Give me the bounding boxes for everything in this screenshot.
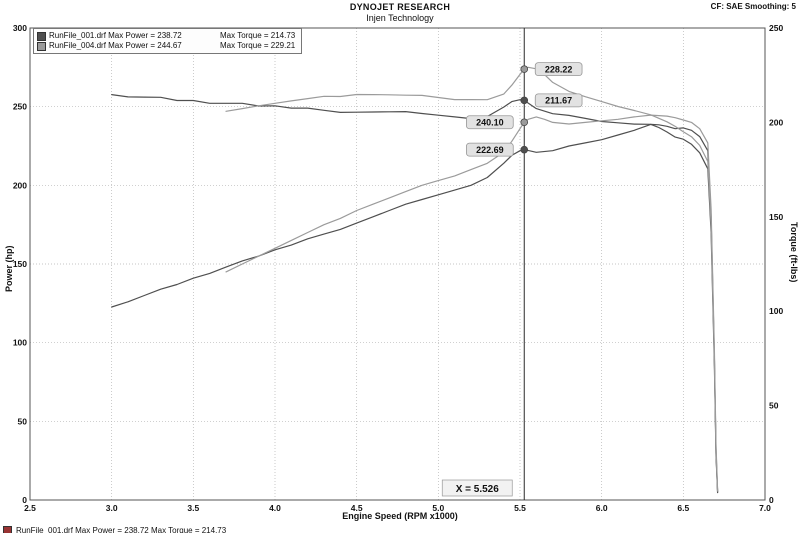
torque-axis-title: Torque (ft-lbs)	[789, 222, 799, 283]
plot-frame	[29, 27, 766, 501]
bottom-legend-row: RunFile_001.drf Max Power = 238.72 Max T…	[3, 526, 226, 533]
marker-dot[interactable]	[520, 145, 529, 154]
x-tick-label: 7.0	[759, 503, 771, 513]
x-tick-label: 4.0	[269, 503, 281, 513]
torque-tick-label: 100	[769, 306, 783, 316]
marker-value-label: 228.22	[545, 64, 573, 74]
marker-value-label: 211.67	[545, 96, 572, 106]
power-tick-label: 50	[18, 416, 28, 426]
x-tick-label: 5.0	[432, 503, 444, 513]
legend-run-max-torque: Max Torque = 229.21	[220, 41, 296, 50]
torque-tick-label: 50	[769, 401, 779, 411]
power-tick-label: 200	[13, 180, 27, 190]
torque-tick-label: 150	[769, 212, 783, 222]
legend-run-max-power: RunFile_001.drf Max Power = 238.72	[49, 31, 182, 40]
power-tick-label: 0	[22, 495, 27, 505]
torque-tick-label: 0	[769, 495, 774, 505]
chart-subtitle: Injen Technology	[366, 13, 434, 23]
legend-row: RunFile_004.drf Max Power = 244.67 Max To…	[37, 41, 295, 51]
legend-row: RunFile_001.drf Max Power = 238.72 Max To…	[37, 31, 295, 41]
marker-dot[interactable]	[520, 65, 529, 73]
marker-value-box	[466, 115, 514, 130]
marker-dot[interactable]	[520, 118, 529, 127]
legend-swatch	[37, 41, 46, 51]
power-tick-label: 300	[13, 23, 27, 33]
cursor-x-label: X = 5.526	[456, 484, 500, 495]
x-tick-label: 3.5	[187, 503, 199, 513]
power-tick-label: 150	[13, 259, 27, 269]
power-tick-label: 100	[13, 338, 27, 348]
power-axis-title: Power (hp)	[4, 245, 14, 293]
correction-smoothing-label: CF: SAE Smoothing: 5	[710, 2, 796, 11]
legend-swatch	[37, 31, 46, 41]
marker-value-label: 240.10	[476, 117, 504, 127]
x-axis-title: Engine Speed (RPM x1000)	[342, 511, 458, 521]
legend-run-max-torque: Max Torque = 214.73	[220, 31, 296, 40]
x-tick-label: 2.5	[24, 503, 36, 513]
x-tick-label: 3.0	[106, 503, 118, 513]
torque-tick-label: 250	[769, 23, 783, 33]
chart-title: DYNOJET RESEARCH	[349, 2, 451, 12]
legend-box: RunFile_001.drf Max Power = 238.72 Max To…	[33, 28, 303, 54]
x-tick-label: 5.5	[514, 503, 526, 513]
marker-value-box	[466, 142, 514, 157]
x-tick-label: 6.0	[596, 503, 608, 513]
marker-value-box	[534, 62, 583, 77]
marker-dot[interactable]	[520, 96, 529, 105]
bottom-legend-swatch	[3, 526, 12, 533]
legend-run-max-power: RunFile_004.drf Max Power = 244.67	[49, 41, 182, 50]
x-tick-label: 4.5	[351, 503, 363, 513]
marker-value-box	[534, 93, 583, 108]
x-tick-label: 6.5	[677, 503, 689, 513]
cursor-label-box	[441, 479, 513, 497]
bottom-legend-label: RunFile_001.drf Max Power = 238.72 Max T…	[16, 526, 227, 533]
power-tick-label: 250	[13, 102, 27, 112]
torque-tick-label: 200	[769, 117, 783, 127]
marker-value-label: 222.69	[476, 145, 504, 155]
